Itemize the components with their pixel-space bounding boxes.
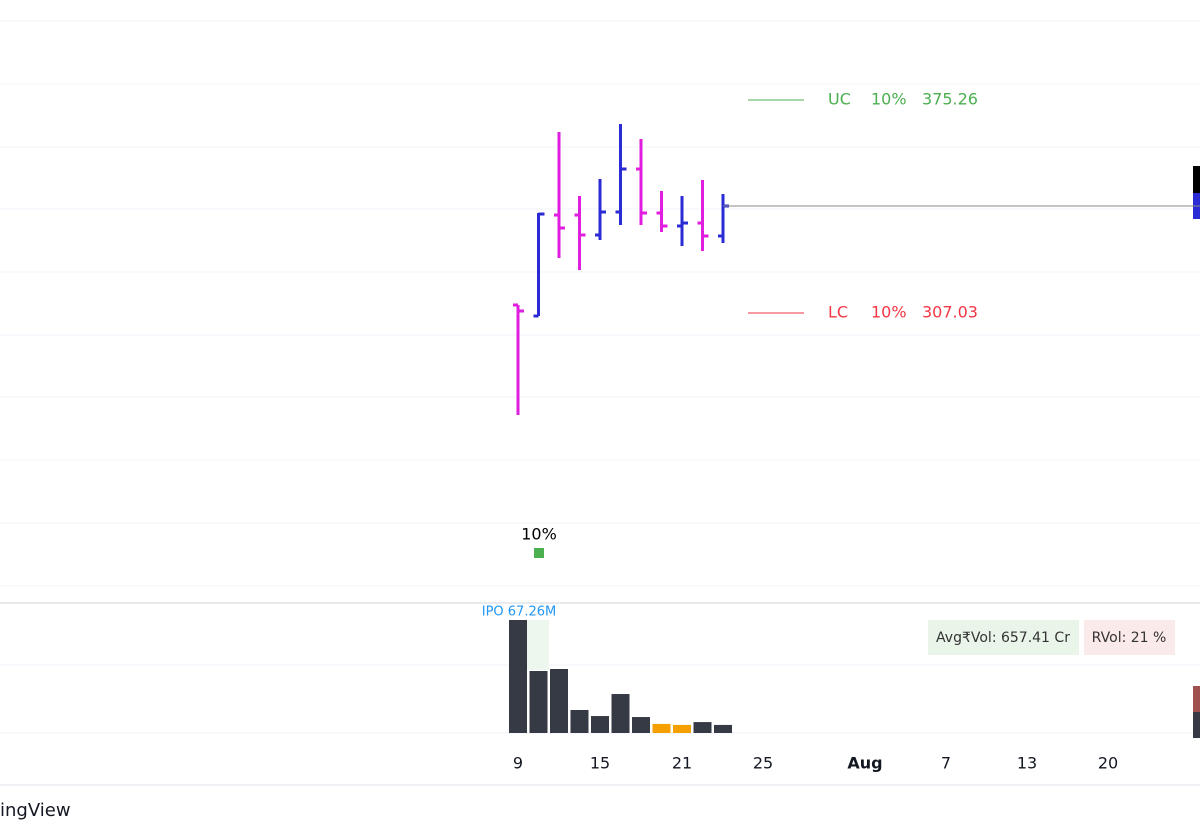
limit-pct: 10%	[871, 303, 907, 322]
volume-bar	[714, 724, 732, 733]
limit-name: UC	[828, 90, 851, 109]
limit-value: 375.26	[922, 90, 978, 109]
volume-bar	[611, 694, 630, 733]
ipo-label: IPO 67.26M	[482, 605, 556, 620]
volume-bar	[673, 724, 691, 733]
x-tick-label: 9	[513, 754, 523, 773]
avg-volume-box	[928, 620, 1079, 655]
annotation-marker	[534, 548, 544, 558]
volume-bar	[591, 716, 609, 733]
volume-bar	[693, 722, 712, 733]
volume-bar	[632, 717, 650, 733]
annotation: 10%	[521, 525, 557, 544]
relative-volume: RVol: 21 %	[1092, 630, 1167, 646]
x-tick-label: 7	[941, 754, 951, 773]
volume-bar	[529, 671, 548, 733]
price-tag	[1193, 166, 1200, 193]
x-tick-label: 13	[1017, 754, 1037, 773]
volume-tag	[1193, 712, 1200, 738]
volume-bar	[570, 709, 589, 733]
volume-bar	[652, 723, 671, 733]
volume-bar	[550, 668, 568, 733]
volume-tag	[1193, 686, 1200, 712]
x-tick-label: 20	[1098, 754, 1118, 773]
watermark: ingView	[0, 800, 71, 820]
volume-bar	[509, 620, 527, 733]
x-tick-label: 15	[590, 754, 610, 773]
grid	[0, 20, 1200, 786]
x-tick-label: 21	[672, 754, 692, 773]
limit-pct: 10%	[871, 90, 907, 109]
limit-value: 307.03	[922, 303, 978, 322]
x-tick-label: Aug	[847, 754, 882, 773]
rvol-box	[1084, 620, 1175, 655]
avg-volume: Avg₹Vol: 657.41 Cr	[936, 630, 1070, 646]
limit-name: LC	[828, 303, 848, 322]
x-tick-label: 25	[753, 754, 773, 773]
